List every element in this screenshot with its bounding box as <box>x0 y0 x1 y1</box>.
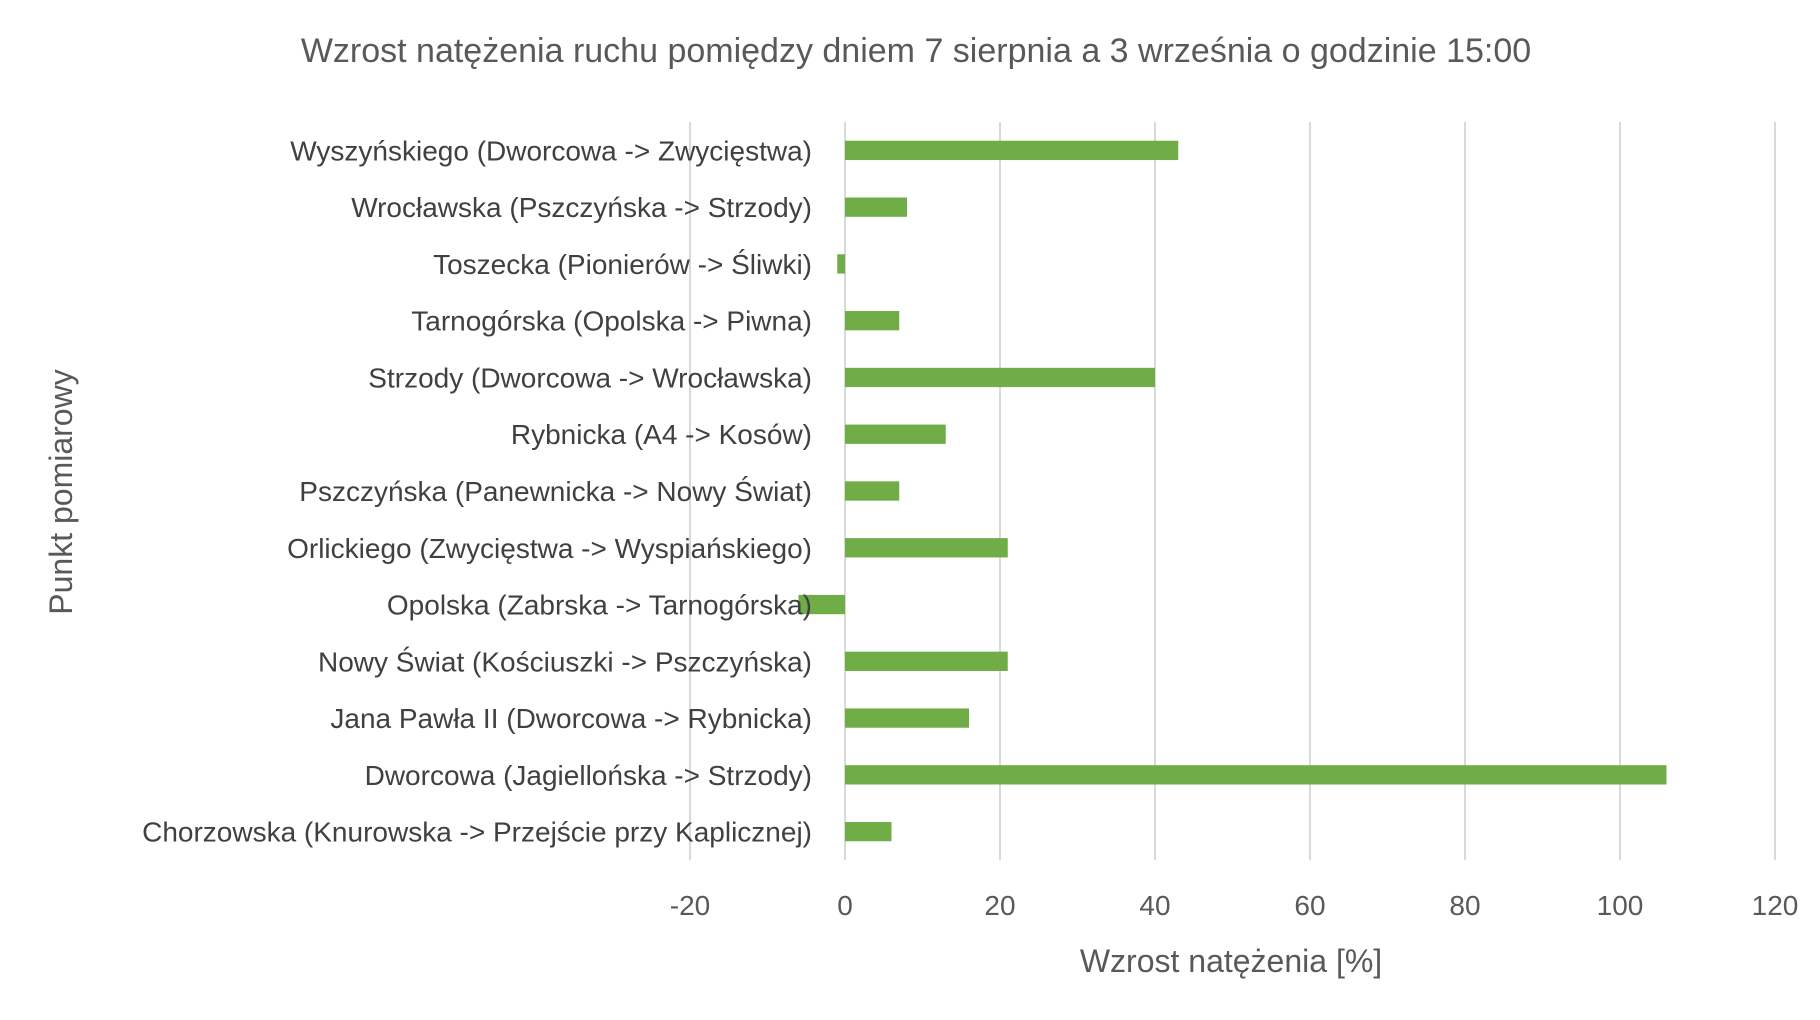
category-label: Pszczyńska (Panewnicka -> Nowy Świat) <box>299 475 812 507</box>
category-label: Wyszyńskiego (Dworcowa -> Zwycięstwa) <box>290 135 812 166</box>
bar <box>845 197 907 217</box>
category-label: Strzody (Dworcowa -> Wrocławska) <box>368 362 812 393</box>
bar <box>845 140 1179 161</box>
x-tick-label: 20 <box>984 890 1015 921</box>
x-tick-label: -20 <box>670 890 710 921</box>
x-tick-label: 100 <box>1597 890 1644 921</box>
bar <box>798 594 845 615</box>
bar <box>845 821 892 842</box>
y-axis-title: Punkt pomiarowy <box>43 369 79 614</box>
bar <box>845 481 900 501</box>
bar <box>845 367 1155 388</box>
bar <box>845 708 969 728</box>
category-label: Chorzowska (Knurowska -> Przejście przy … <box>142 817 812 848</box>
gridlines <box>689 122 1776 860</box>
bar <box>845 538 1008 558</box>
category-label: Wrocławska (Pszczyńska -> Strzody) <box>351 192 812 223</box>
category-label: Opolska (Zabrska -> Tarnogórska) <box>387 590 812 621</box>
bar <box>845 651 1008 671</box>
x-tick-label: 80 <box>1449 890 1480 921</box>
chart-title: Wzrost natężenia ruchu pomiędzy dniem 7 … <box>301 32 1531 70</box>
bar <box>845 765 1667 785</box>
x-tick-labels: -20 0 20 40 60 80 100 120 <box>670 890 1799 921</box>
x-tick-label: 120 <box>1752 890 1799 921</box>
category-label: Dworcowa (Jagiellońska -> Strzody) <box>365 760 812 791</box>
category-label: Jana Pawła II (Dworcowa -> Rybnicka) <box>330 703 812 734</box>
category-label: Orlickiego (Zwycięstwa -> Wyspiańskiego) <box>287 533 812 564</box>
bars <box>798 140 1667 842</box>
category-label: Nowy Świat (Kościuszki -> Pszczyńska) <box>318 645 812 677</box>
x-tick-label: 60 <box>1294 890 1325 921</box>
bar <box>837 254 845 274</box>
category-labels: Wyszyńskiego (Dworcowa -> Zwycięstwa) Wro… <box>142 135 812 847</box>
category-label: Rybnicka (A4 -> Kosów) <box>511 419 812 450</box>
category-label: Toszecka (Pionierów -> Śliwki) <box>433 248 812 280</box>
x-tick-label: 0 <box>837 890 853 921</box>
bar <box>845 424 946 444</box>
category-label: Tarnogórska (Opolska -> Piwna) <box>411 306 812 337</box>
bar <box>845 311 900 331</box>
x-tick-label: 40 <box>1139 890 1170 921</box>
x-axis-title: Wzrost natężenia [%] <box>1080 943 1382 979</box>
